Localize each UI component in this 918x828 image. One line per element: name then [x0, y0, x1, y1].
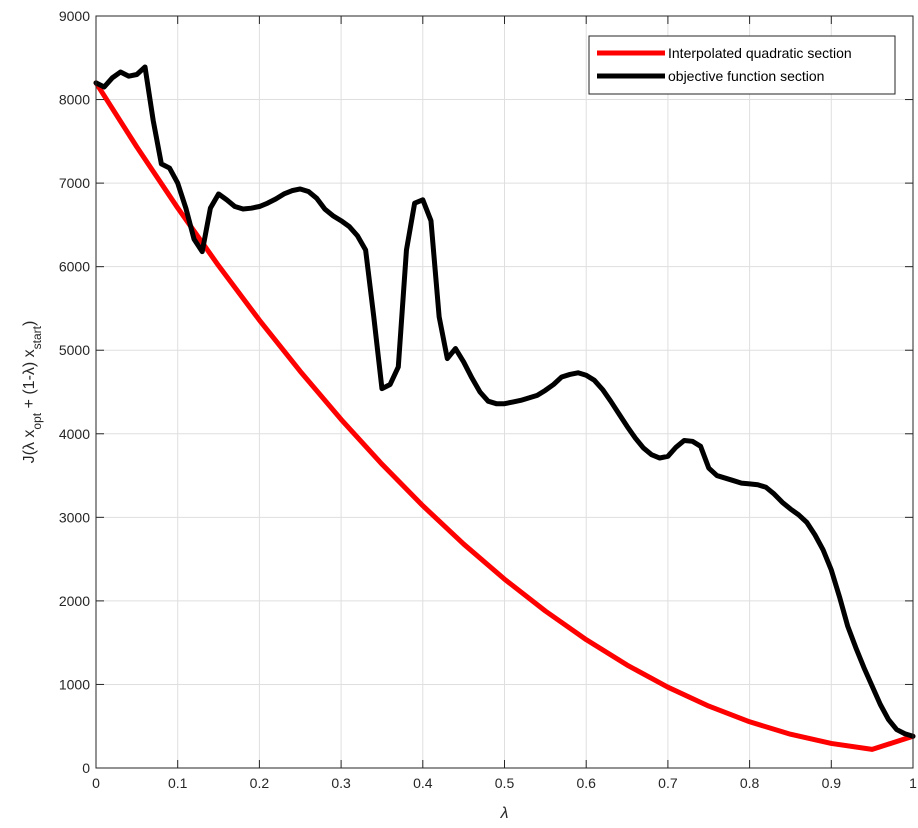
series-layer [93, 64, 916, 752]
y-tick-label: 3000 [59, 509, 90, 525]
x-tick-label: 1 [909, 775, 917, 791]
x-tick-label: 0.8 [740, 775, 760, 791]
x-tick-label: 0.4 [413, 775, 433, 791]
y-tick-label: 9000 [59, 8, 90, 24]
y-axis-label-part: ) [21, 321, 38, 326]
x-tick-label: 0.1 [168, 775, 188, 791]
legend: Interpolated quadratic section objective… [588, 35, 896, 95]
y-tick-label: 4000 [59, 426, 90, 442]
y-tick-label: 7000 [59, 175, 90, 191]
y-tick-label: 8000 [59, 92, 90, 108]
x-tick-label: 0 [92, 775, 100, 791]
y-axis-label: J(λ xopt + (1-λ) xstart) [21, 321, 44, 464]
y-axis-label-part: J(λ x [21, 430, 38, 464]
y-tick-label: 0 [82, 760, 90, 776]
y-tick-label: 5000 [59, 342, 90, 358]
legend-label-quadratic: Interpolated quadratic section [668, 45, 852, 61]
x-tick-label: 0.5 [495, 775, 515, 791]
series-quadratic-line [93, 80, 916, 752]
y-axis-label-subscript: opt [30, 412, 44, 429]
y-axis-label-subscript: start [30, 325, 44, 349]
x-tick-label: 0.2 [250, 775, 270, 791]
y-tick-label: 1000 [59, 676, 90, 692]
y-tick-label: 2000 [59, 593, 90, 609]
legend-label-objective: objective function section [668, 68, 824, 84]
legend-box [588, 35, 896, 95]
x-axis-label: λ [500, 805, 509, 822]
series-objective-line [93, 64, 916, 739]
x-tick-label: 0.3 [331, 775, 351, 791]
x-tick-label: 0.6 [576, 775, 596, 791]
x-tick-label: 0.9 [822, 775, 842, 791]
y-tick-label: 6000 [59, 259, 90, 275]
y-axis-label-part: + (1-λ) x [21, 349, 38, 413]
tick-labels: 0 0.1 0.2 0.3 0.4 0.5 0.6 0.7 0.8 0.9 1 0 1000 2000 30… [59, 8, 917, 791]
ticks [95, 15, 914, 769]
x-tick-label: 0.7 [658, 775, 678, 791]
